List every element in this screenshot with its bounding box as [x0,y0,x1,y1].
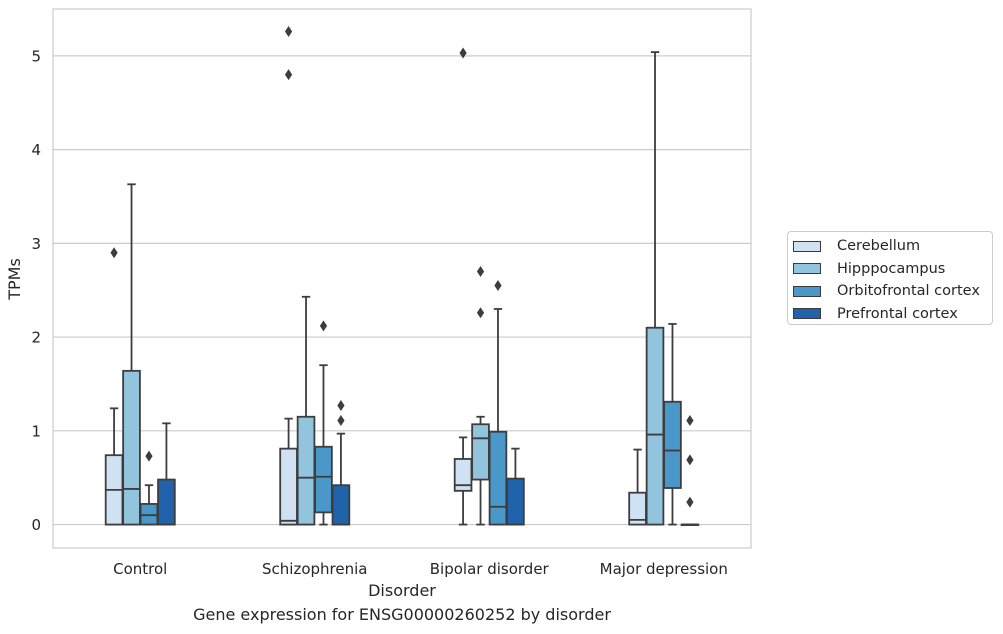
box-2-0 [139,450,159,526]
box-1-2 [471,265,490,526]
x-tick-label-2: Bipolar disorder [430,560,550,578]
box-0-3 [628,448,647,526]
box-2-1 [314,320,333,526]
legend-item-hippocampus: Hipppocampus [788,258,992,281]
chart-caption: Gene expression for ENSG00000260252 by d… [193,605,611,624]
legend-swatch-cerebellum [793,240,821,252]
y-tick-label-4: 4 [31,141,41,159]
outlier-1 [476,307,485,319]
series-3 [157,400,700,526]
outlier-1 [686,454,694,466]
outlier-0 [476,265,485,277]
legend-swatch-hippocampus [793,263,821,275]
chart-legend: Cerebellum Hipppocampus Orbitofrontal co… [787,231,993,325]
box-2-3 [663,323,682,526]
x-tick-label-0: Control [113,560,167,578]
box-iqr [645,326,665,526]
box-1-0 [122,183,141,526]
x-axis-ticks: Control Schizophrenia Bipolar disorder Majo… [113,560,728,578]
box-1-3 [645,51,665,526]
legend-swatch-prefrontal-cortex [793,308,821,320]
outlier-0 [686,415,694,427]
legend-swatch-orbitofrontal-cortex [793,285,821,297]
outlier-0 [284,25,293,37]
legend-label-cerebellum: Cerebellum [837,238,921,255]
box-3-2 [506,447,525,526]
box-iqr [296,415,316,526]
box-plot-series [104,25,700,526]
y-tick-label-0: 0 [31,516,41,534]
box-3-3 [680,415,700,526]
box-iqr [157,478,176,526]
box-2-2 [488,280,508,526]
x-tick-label-3: Major depression [600,560,728,578]
x-tick-label-1: Schizophrenia [262,560,367,578]
outlier-0 [145,450,153,462]
legend-item-orbitofrontal-cortex: Orbitofrontal cortex [788,280,992,303]
x-axis-label: Disorder [368,581,436,600]
box-iqr [506,477,525,526]
y-tick-label-1: 1 [31,422,41,440]
box-iqr [331,484,351,526]
box-iqr [488,430,508,526]
series-1 [122,51,665,526]
legend-item-cerebellum: Cerebellum [788,235,992,258]
y-tick-label-3: 3 [31,235,41,253]
box-iqr [122,369,141,526]
outlier-0 [459,47,467,59]
box-iqr [314,445,333,514]
box-iqr [471,423,490,481]
legend-label-hippocampus: Hipppocampus [837,260,946,277]
box-1-1 [296,295,316,526]
outlier-1 [284,69,293,81]
y-axis-ticks: 0 1 2 3 4 5 [31,47,41,534]
y-tick-label-2: 2 [31,329,41,347]
box-0-2 [453,47,473,526]
outlier-0 [337,400,345,412]
legend-item-prefrontal-cortex: Prefrontal cortex [788,303,992,326]
outlier-0 [319,320,328,332]
outlier-1 [337,415,345,427]
plot-area-frame [52,8,752,549]
box-0-1 [279,25,298,526]
box-3-1 [331,400,351,526]
box-3-0 [157,422,176,526]
y-tick-label-5: 5 [31,47,41,65]
box-iqr [663,400,682,489]
outlier-0 [494,280,502,292]
box-iqr [139,503,159,526]
box-iqr [279,447,298,526]
legend-label-orbitofrontal-cortex: Orbitofrontal cortex [837,283,980,300]
y-axis-label: TPMs [5,258,24,301]
outlier-0 [110,247,118,259]
series-0 [104,25,647,526]
series-2 [139,280,682,526]
legend-label-prefrontal-cortex: Prefrontal cortex [837,305,958,322]
outlier-2 [686,496,694,508]
box-0-0 [104,247,124,526]
